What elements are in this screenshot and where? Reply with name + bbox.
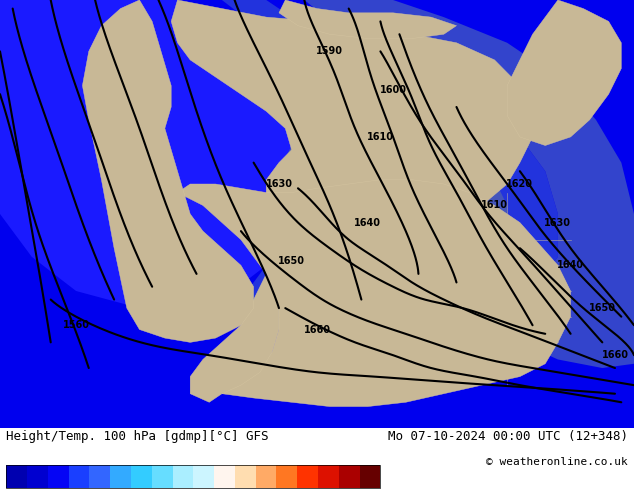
Bar — [297, 465, 318, 488]
Bar — [110, 465, 131, 488]
Text: 1660: 1660 — [602, 350, 628, 360]
Bar — [359, 465, 380, 488]
Bar — [152, 465, 172, 488]
Bar — [193, 465, 214, 488]
Polygon shape — [0, 0, 634, 428]
Text: 1590: 1590 — [316, 47, 343, 56]
Bar — [48, 465, 68, 488]
Bar — [339, 465, 359, 488]
Polygon shape — [190, 274, 279, 402]
Text: 1660: 1660 — [304, 324, 330, 335]
Bar — [172, 465, 193, 488]
Bar — [6, 465, 380, 488]
Bar — [68, 465, 89, 488]
Text: Mo 07-10-2024 00:00 UTC (12+348): Mo 07-10-2024 00:00 UTC (12+348) — [387, 430, 628, 443]
Text: 1640: 1640 — [557, 260, 584, 270]
Bar — [6, 465, 27, 488]
Text: 1560: 1560 — [63, 320, 89, 330]
Polygon shape — [317, 137, 482, 274]
Polygon shape — [507, 0, 621, 146]
Text: Height/Temp. 100 hPa [gdmp][°C] GFS: Height/Temp. 100 hPa [gdmp][°C] GFS — [6, 430, 269, 443]
Polygon shape — [279, 0, 456, 39]
Text: 1650: 1650 — [589, 303, 616, 313]
Text: 1620: 1620 — [507, 179, 533, 189]
Bar — [276, 465, 297, 488]
Bar — [235, 465, 256, 488]
Polygon shape — [222, 0, 558, 351]
Polygon shape — [304, 0, 634, 368]
Text: 1630: 1630 — [266, 179, 292, 189]
Polygon shape — [279, 111, 507, 282]
Text: 1650: 1650 — [278, 256, 305, 266]
Bar — [318, 465, 339, 488]
Polygon shape — [0, 0, 342, 308]
Bar — [27, 465, 48, 488]
Polygon shape — [171, 0, 533, 248]
Text: 1630: 1630 — [545, 218, 571, 227]
Text: 1600: 1600 — [380, 85, 406, 95]
Text: © weatheronline.co.uk: © weatheronline.co.uk — [486, 457, 628, 467]
Bar — [214, 465, 235, 488]
Text: 1640: 1640 — [354, 218, 381, 227]
Text: 1610: 1610 — [481, 200, 508, 210]
Text: 1610: 1610 — [367, 132, 394, 142]
Polygon shape — [178, 180, 571, 407]
Bar — [256, 465, 276, 488]
Bar — [131, 465, 152, 488]
Polygon shape — [82, 0, 254, 343]
Bar — [89, 465, 110, 488]
